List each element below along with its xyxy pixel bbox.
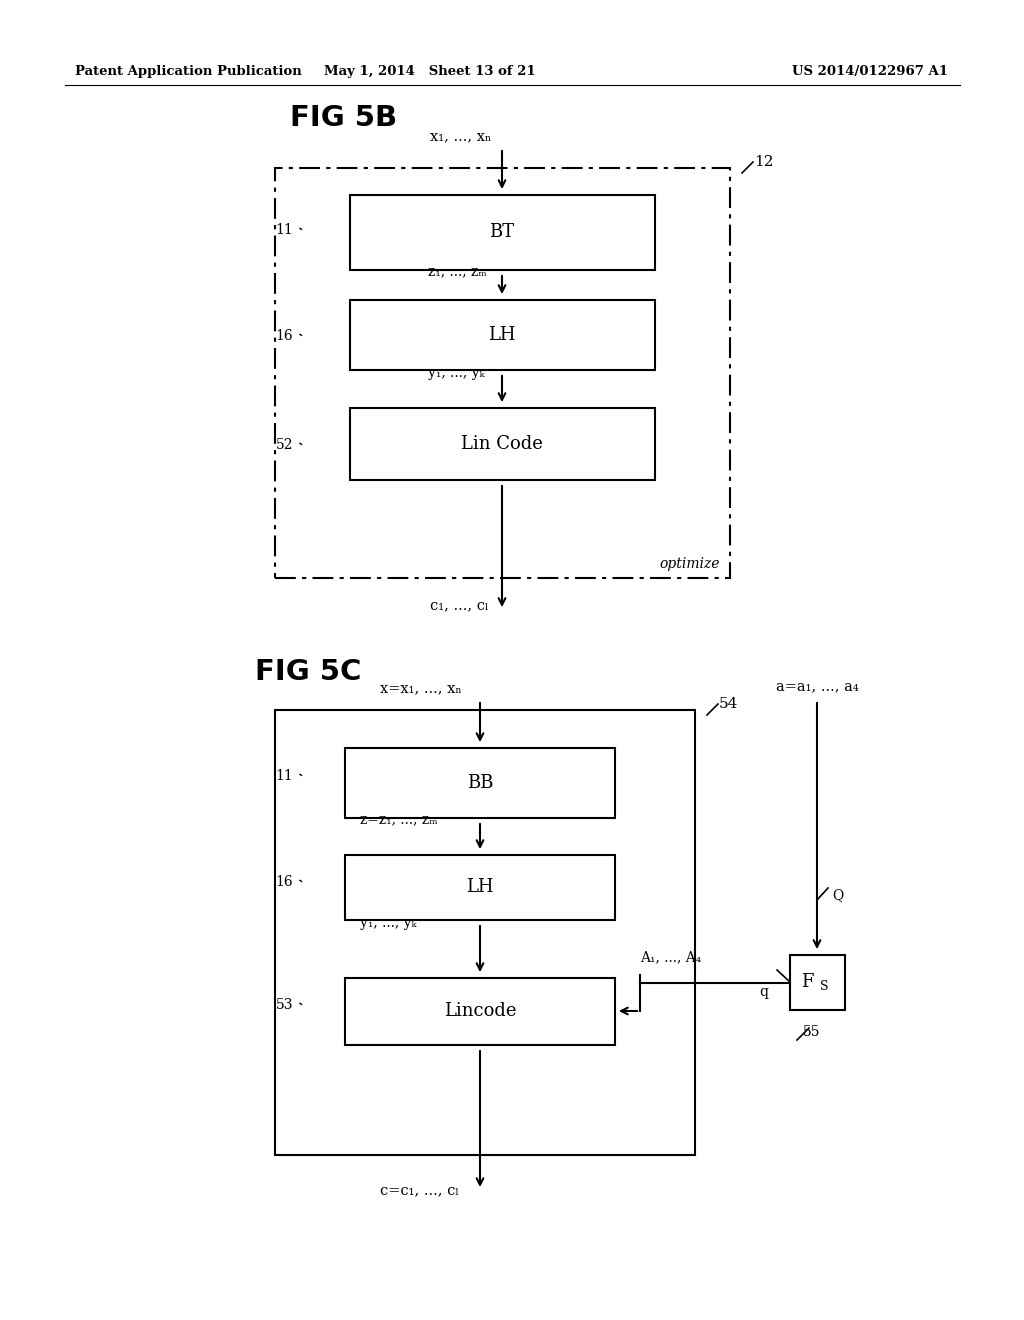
Text: a=a₁, ..., a₄: a=a₁, ..., a₄: [775, 678, 858, 693]
Text: Patent Application Publication: Patent Application Publication: [75, 66, 302, 78]
Text: LH: LH: [466, 878, 494, 896]
Text: c=c₁, ..., cₗ: c=c₁, ..., cₗ: [380, 1183, 459, 1197]
Bar: [350, 195, 655, 271]
Text: c₁, ..., cₗ: c₁, ..., cₗ: [430, 598, 488, 612]
Text: LH: LH: [488, 326, 516, 345]
Text: BB: BB: [467, 774, 494, 792]
Bar: [350, 408, 655, 480]
Text: May 1, 2014   Sheet 13 of 21: May 1, 2014 Sheet 13 of 21: [325, 66, 536, 78]
Text: Q: Q: [831, 888, 843, 902]
Text: 12: 12: [754, 154, 773, 169]
Bar: [345, 855, 615, 920]
Text: optimize: optimize: [659, 557, 720, 572]
Text: y₁, ..., yₖ: y₁, ..., yₖ: [360, 916, 417, 931]
Bar: [345, 978, 615, 1045]
Text: BT: BT: [489, 223, 515, 242]
Bar: [275, 168, 730, 578]
Text: 52: 52: [275, 438, 293, 451]
Text: A₁, ..., A₄: A₁, ..., A₄: [640, 950, 701, 964]
Text: 11: 11: [275, 223, 293, 238]
Text: z=z₁, ..., zₘ: z=z₁, ..., zₘ: [360, 812, 437, 826]
Text: 54: 54: [719, 697, 738, 711]
Text: 16: 16: [275, 329, 293, 343]
Bar: [275, 710, 695, 1155]
Text: Lin Code: Lin Code: [461, 436, 543, 453]
Text: F: F: [802, 973, 814, 991]
Text: 53: 53: [275, 998, 293, 1012]
Text: 55: 55: [803, 1026, 820, 1039]
Text: x₁, ..., xₙ: x₁, ..., xₙ: [430, 129, 492, 143]
Text: 11: 11: [275, 770, 293, 783]
Text: q: q: [759, 985, 768, 999]
Text: x=x₁, ..., xₙ: x=x₁, ..., xₙ: [380, 681, 462, 696]
Text: S: S: [820, 981, 828, 994]
Bar: [790, 954, 845, 1010]
Text: 16: 16: [275, 875, 293, 888]
Bar: [350, 300, 655, 370]
Text: FIG 5C: FIG 5C: [255, 657, 361, 686]
Text: z₁, ..., zₘ: z₁, ..., zₘ: [428, 264, 486, 279]
Bar: [345, 748, 615, 818]
Text: FIG 5B: FIG 5B: [290, 104, 397, 132]
Text: US 2014/0122967 A1: US 2014/0122967 A1: [792, 66, 948, 78]
Text: Lincode: Lincode: [443, 1002, 516, 1020]
Text: y₁, ..., yₖ: y₁, ..., yₖ: [428, 366, 484, 380]
